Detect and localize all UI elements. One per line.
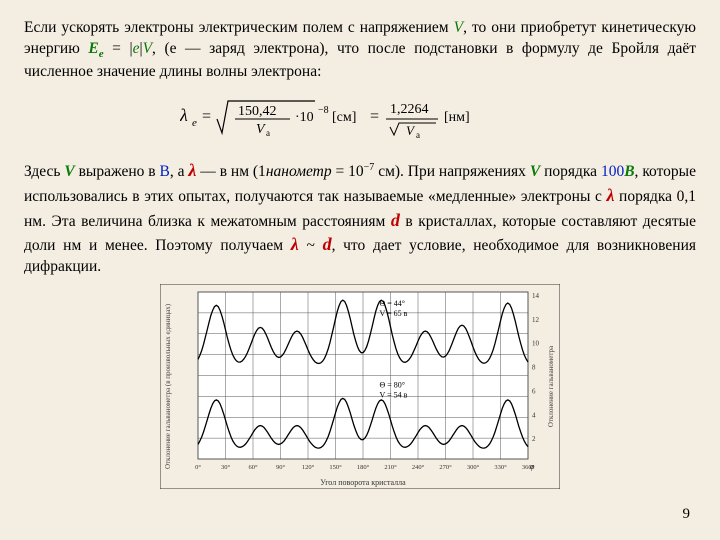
svg-text:−8: −8 <box>318 105 329 116</box>
text: , а <box>170 163 189 180</box>
svg-text:12: 12 <box>532 316 540 324</box>
text: ~ <box>299 237 323 254</box>
svg-text:210°: 210° <box>384 464 397 471</box>
var-lambda3: λ <box>291 234 299 254</box>
svg-text:0°: 0° <box>195 464 201 471</box>
svg-text:Θ = 44°: Θ = 44° <box>380 299 406 308</box>
svg-text:330°: 330° <box>494 464 507 471</box>
var-d: d <box>391 210 400 230</box>
text: = 10 <box>332 163 364 180</box>
svg-text:8: 8 <box>532 364 536 372</box>
svg-text:=: = <box>202 108 211 125</box>
paragraph-2: Здесь V выражено в В, а λ — в нм (1наном… <box>24 158 696 279</box>
svg-text:[см]: [см] <box>332 110 356 125</box>
svg-text:λ: λ <box>180 105 188 125</box>
svg-text:[нм]: [нм] <box>444 110 470 125</box>
diffraction-chart: Отклонение гальванометра (в произвольных… <box>24 284 696 496</box>
svg-text:150,42: 150,42 <box>238 104 277 119</box>
text: порядка <box>540 163 601 180</box>
svg-text:90°: 90° <box>276 464 286 471</box>
svg-text:Угол поворота кристалла: Угол поворота кристалла <box>320 478 406 487</box>
nanometer: нанометр <box>266 163 332 180</box>
var-V: V <box>454 19 463 36</box>
var-d2: d <box>323 234 332 254</box>
page-number: 9 <box>683 504 691 524</box>
svg-text:V = 54 в: V = 54 в <box>380 391 408 400</box>
text: — в нм (1 <box>196 163 265 180</box>
val-100: 100 <box>601 163 624 180</box>
svg-text:a: a <box>416 130 420 140</box>
svg-text:30°: 30° <box>221 464 231 471</box>
svg-text:V: V <box>256 122 266 137</box>
svg-text:6: 6 <box>532 388 536 396</box>
var-V: V <box>64 163 74 180</box>
svg-text:φ: φ <box>530 462 535 471</box>
sup: −7 <box>364 162 375 173</box>
svg-text:60°: 60° <box>248 464 258 471</box>
svg-text:14: 14 <box>532 292 540 300</box>
svg-text:V = 65 в: V = 65 в <box>380 309 408 318</box>
formula-svg: λ e = 150,42 V a ·10 −8 [см] = 1,2264 V … <box>180 91 540 141</box>
svg-text:150°: 150° <box>329 464 342 471</box>
svg-text:4: 4 <box>532 412 536 420</box>
var-E: Ee <box>88 40 103 57</box>
svg-text:120°: 120° <box>302 464 315 471</box>
paragraph-1: Если ускорять электроны электрическим по… <box>24 18 696 83</box>
var-V2: V <box>530 163 540 180</box>
svg-text:1,2264: 1,2264 <box>390 102 429 117</box>
svg-text:Θ = 80°: Θ = 80° <box>380 381 406 390</box>
svg-text:10: 10 <box>532 340 540 348</box>
svg-text:240°: 240° <box>412 464 425 471</box>
svg-text:Отклонение гальванометра: Отклонение гальванометра <box>547 345 555 427</box>
text: Если ускорять электроны электрическим по… <box>24 19 454 36</box>
svg-text:a: a <box>266 128 270 138</box>
text: см). При напряжениях <box>374 163 530 180</box>
text: выражено в <box>75 163 160 180</box>
svg-text:2: 2 <box>532 435 536 443</box>
chart-svg: Отклонение гальванометра (в произвольных… <box>160 284 560 489</box>
svg-text:Отклонение гальванометра (в пр: Отклонение гальванометра (в произвольных… <box>164 304 172 470</box>
svg-text:=: = <box>370 108 379 125</box>
var-V2: V <box>143 40 152 57</box>
formula-block: λ e = 150,42 V a ·10 −8 [см] = 1,2264 V … <box>24 91 696 148</box>
svg-text:180°: 180° <box>357 464 370 471</box>
unit-V2: В <box>624 163 634 180</box>
unit-V: В <box>160 163 170 180</box>
svg-text:270°: 270° <box>439 464 452 471</box>
svg-text:e: e <box>192 117 197 129</box>
text: = | <box>104 40 133 57</box>
svg-text:·10: ·10 <box>295 110 314 125</box>
svg-text:V: V <box>406 123 416 138</box>
svg-text:300°: 300° <box>467 464 480 471</box>
text: Здесь <box>24 163 64 180</box>
